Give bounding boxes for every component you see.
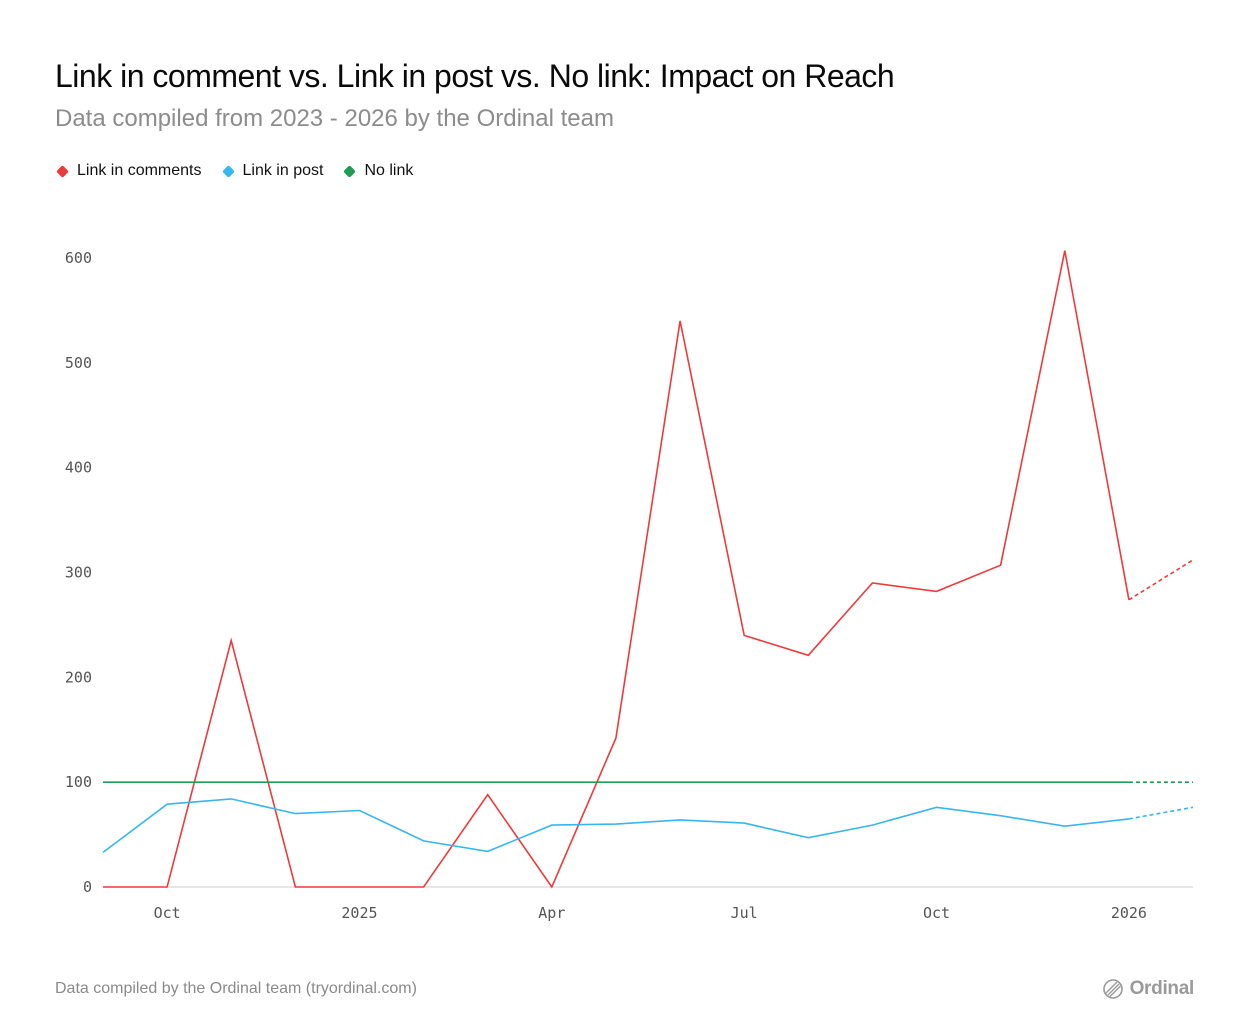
legend-item-no-link[interactable]: No link bbox=[343, 162, 414, 180]
data-point-no-link[interactable] bbox=[613, 779, 619, 785]
data-point-link-in-comments[interactable] bbox=[998, 562, 1004, 568]
data-point-no-link[interactable] bbox=[164, 779, 170, 785]
series-layer bbox=[100, 248, 1196, 890]
data-point-no-link[interactable] bbox=[228, 779, 234, 785]
data-point-link-in-post[interactable] bbox=[1126, 816, 1132, 822]
data-point-link-in-comments[interactable] bbox=[613, 735, 619, 741]
data-point-link-in-comments[interactable] bbox=[549, 884, 555, 890]
data-point-link-in-comments[interactable] bbox=[421, 884, 427, 890]
x-tick-label: 2025 bbox=[341, 904, 377, 922]
series-projection-link-in-comments bbox=[1128, 559, 1194, 601]
series-projection-link-in-post bbox=[1128, 806, 1194, 820]
legend: Link in comments Link in post No link bbox=[56, 162, 414, 180]
legend-label: Link in comments bbox=[77, 162, 202, 179]
data-point-link-in-comments[interactable] bbox=[1190, 557, 1196, 563]
data-point-no-link[interactable] bbox=[292, 779, 298, 785]
data-point-link-in-post[interactable] bbox=[228, 796, 234, 802]
legend-label: Link in post bbox=[242, 162, 324, 179]
legend-label: No link bbox=[364, 162, 414, 179]
data-point-no-link[interactable] bbox=[934, 779, 940, 785]
footer-source: Data compiled by the Ordinal team (tryor… bbox=[55, 980, 417, 997]
data-point-link-in-post[interactable] bbox=[1190, 804, 1196, 810]
data-point-link-in-comments[interactable] bbox=[228, 638, 234, 644]
data-point-link-in-comments[interactable] bbox=[869, 580, 875, 586]
data-point-link-in-post[interactable] bbox=[356, 807, 362, 813]
data-point-link-in-comments[interactable] bbox=[485, 792, 491, 798]
series-no-link bbox=[100, 779, 1196, 785]
y-tick-label: 400 bbox=[65, 459, 92, 477]
data-point-link-in-post[interactable] bbox=[164, 801, 170, 807]
data-point-link-in-post[interactable] bbox=[741, 820, 747, 826]
series-line-link-in-comments bbox=[103, 250, 1130, 889]
data-point-no-link[interactable] bbox=[421, 779, 427, 785]
data-point-link-in-comments[interactable] bbox=[1062, 248, 1068, 254]
data-point-link-in-post[interactable] bbox=[677, 817, 683, 823]
data-point-link-in-comments[interactable] bbox=[1126, 597, 1132, 603]
data-point-no-link[interactable] bbox=[1062, 779, 1068, 785]
x-axis: Oct 2025 Apr Jul Oct 2026 bbox=[103, 886, 1193, 922]
data-point-link-in-post[interactable] bbox=[1062, 823, 1068, 829]
data-point-link-in-comments[interactable] bbox=[100, 884, 106, 890]
x-tick-label: Jul bbox=[731, 904, 758, 922]
brand-name: Ordinal bbox=[1129, 978, 1195, 999]
y-tick-label: 500 bbox=[65, 354, 92, 372]
data-point-link-in-post[interactable] bbox=[805, 835, 811, 841]
data-point-no-link[interactable] bbox=[869, 779, 875, 785]
data-point-no-link[interactable] bbox=[805, 779, 811, 785]
data-point-no-link[interactable] bbox=[998, 779, 1004, 785]
y-tick-label: 100 bbox=[65, 773, 92, 791]
data-point-link-in-post[interactable] bbox=[549, 822, 555, 828]
data-point-no-link[interactable] bbox=[100, 779, 106, 785]
data-point-link-in-comments[interactable] bbox=[292, 884, 298, 890]
data-point-link-in-comments[interactable] bbox=[934, 588, 940, 594]
ordinal-logo-icon bbox=[1102, 979, 1123, 999]
chart-title: Link in comment vs. Link in post vs. No … bbox=[55, 58, 895, 94]
data-point-no-link[interactable] bbox=[741, 779, 747, 785]
data-point-no-link[interactable] bbox=[1190, 779, 1196, 785]
x-tick-label: Apr bbox=[538, 904, 565, 922]
data-point-no-link[interactable] bbox=[549, 779, 555, 785]
legend-item-link-in-post[interactable]: Link in post bbox=[221, 162, 324, 180]
data-point-no-link[interactable] bbox=[485, 779, 491, 785]
y-axis: 0 100 200 300 400 500 600 bbox=[65, 249, 92, 896]
brand[interactable]: Ordinal bbox=[1102, 978, 1194, 1000]
data-point-link-in-post[interactable] bbox=[292, 811, 298, 817]
data-point-no-link[interactable] bbox=[1126, 779, 1132, 785]
data-point-link-in-comments[interactable] bbox=[164, 884, 170, 890]
x-tick-label: Oct bbox=[154, 904, 181, 922]
data-point-no-link[interactable] bbox=[356, 779, 362, 785]
legend-item-link-in-comments[interactable]: Link in comments bbox=[56, 162, 202, 180]
data-point-link-in-post[interactable] bbox=[421, 838, 427, 844]
y-tick-label: 600 bbox=[65, 249, 92, 267]
data-point-link-in-post[interactable] bbox=[998, 813, 1004, 819]
data-point-no-link[interactable] bbox=[677, 779, 683, 785]
data-point-link-in-comments[interactable] bbox=[677, 318, 683, 324]
series-link-in-post bbox=[100, 796, 1196, 855]
x-tick-label: Oct bbox=[923, 904, 950, 922]
series-link-in-comments bbox=[100, 248, 1196, 890]
y-tick-label: 300 bbox=[65, 564, 92, 582]
y-tick-label: 0 bbox=[83, 878, 92, 896]
data-point-link-in-post[interactable] bbox=[613, 821, 619, 827]
chart-subtitle: Data compiled from 2023 - 2026 by the Or… bbox=[55, 105, 614, 132]
data-point-link-in-post[interactable] bbox=[485, 848, 491, 854]
data-point-link-in-comments[interactable] bbox=[356, 884, 362, 890]
data-point-link-in-post[interactable] bbox=[869, 822, 875, 828]
data-point-link-in-post[interactable] bbox=[934, 804, 940, 810]
data-point-link-in-post[interactable] bbox=[100, 849, 106, 855]
x-tick-label: 2026 bbox=[1111, 904, 1147, 922]
data-point-link-in-comments[interactable] bbox=[805, 652, 811, 658]
series-line-link-in-post bbox=[102, 798, 1129, 854]
data-point-link-in-comments[interactable] bbox=[741, 632, 747, 638]
y-tick-label: 200 bbox=[65, 668, 92, 686]
